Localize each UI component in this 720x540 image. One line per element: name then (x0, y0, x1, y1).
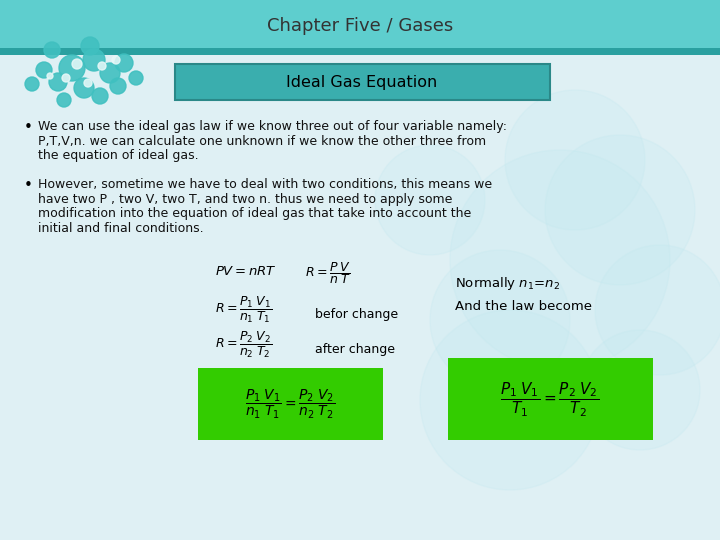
Bar (0, 48, 720, 55)
Text: after change: after change (315, 343, 395, 356)
Circle shape (100, 63, 120, 83)
Circle shape (57, 93, 71, 107)
Text: Ideal Gas Equation: Ideal Gas Equation (287, 75, 438, 90)
Circle shape (430, 250, 570, 390)
Text: befor change: befor change (315, 308, 398, 321)
Circle shape (112, 56, 120, 64)
Text: the equation of ideal gas.: the equation of ideal gas. (38, 149, 199, 162)
Circle shape (92, 88, 108, 104)
Circle shape (420, 310, 600, 490)
Circle shape (83, 49, 105, 71)
Circle shape (580, 330, 700, 450)
Text: •: • (24, 120, 33, 135)
Circle shape (84, 79, 92, 87)
Circle shape (25, 77, 39, 91)
Text: have two P , two V, two T, and two n. thus we need to apply some: have two P , two V, two T, and two n. th… (38, 192, 452, 206)
Circle shape (49, 73, 67, 91)
Text: P,T,V,n. we can calculate one unknown if we know the other three from: P,T,V,n. we can calculate one unknown if… (38, 134, 486, 147)
Text: $\dfrac{P_1\;V_1}{T_1} = \dfrac{P_2\;V_2}{T_2}$: $\dfrac{P_1\;V_1}{T_1} = \dfrac{P_2\;V_2… (500, 381, 600, 419)
Text: modification into the equation of ideal gas that take into account the: modification into the equation of ideal … (38, 207, 472, 220)
Circle shape (72, 59, 82, 69)
Bar (0, 0, 720, 52)
Text: $R = \dfrac{P\;V}{n\;T}$: $R = \dfrac{P\;V}{n\;T}$ (305, 260, 351, 286)
Circle shape (129, 71, 143, 85)
Circle shape (375, 145, 485, 255)
Text: However, sometime we have to deal with two conditions, this means we: However, sometime we have to deal with t… (38, 178, 492, 191)
Circle shape (74, 78, 94, 98)
Text: $\dfrac{P_1\;V_1}{n_1\;T_1} = \dfrac{P_2\;V_2}{n_2\;T_2}$: $\dfrac{P_1\;V_1}{n_1\;T_1} = \dfrac{P_2… (245, 387, 335, 421)
Circle shape (545, 135, 695, 285)
Circle shape (450, 150, 670, 370)
Bar (448, 358, 653, 440)
Text: Normally $n_1$=$n_2$: Normally $n_1$=$n_2$ (455, 275, 560, 292)
Circle shape (110, 78, 126, 94)
Circle shape (505, 90, 645, 230)
Circle shape (44, 42, 60, 58)
Text: $R = \dfrac{P_1\;V_1}{n_1\;T_1}$: $R = \dfrac{P_1\;V_1}{n_1\;T_1}$ (215, 295, 272, 325)
Circle shape (81, 37, 99, 55)
Circle shape (98, 62, 106, 70)
Bar (175, 64, 550, 100)
Circle shape (62, 74, 70, 82)
Bar (198, 368, 383, 440)
Text: initial and final conditions.: initial and final conditions. (38, 221, 204, 234)
Circle shape (59, 55, 85, 81)
Text: •: • (24, 178, 33, 193)
Text: Chapter Five / Gases: Chapter Five / Gases (267, 17, 453, 35)
Text: $R = \dfrac{P_2\;V_2}{n_2\;T_2}$: $R = \dfrac{P_2\;V_2}{n_2\;T_2}$ (215, 330, 272, 360)
Circle shape (36, 62, 52, 78)
Text: And the law become: And the law become (455, 300, 592, 313)
Circle shape (47, 73, 53, 79)
Text: We can use the ideal gas law if we know three out of four variable namely:: We can use the ideal gas law if we know … (38, 120, 507, 133)
Circle shape (115, 54, 133, 72)
Circle shape (595, 245, 720, 375)
Text: $\mathit{PV} = \mathit{nRT}$: $\mathit{PV} = \mathit{nRT}$ (215, 265, 277, 278)
